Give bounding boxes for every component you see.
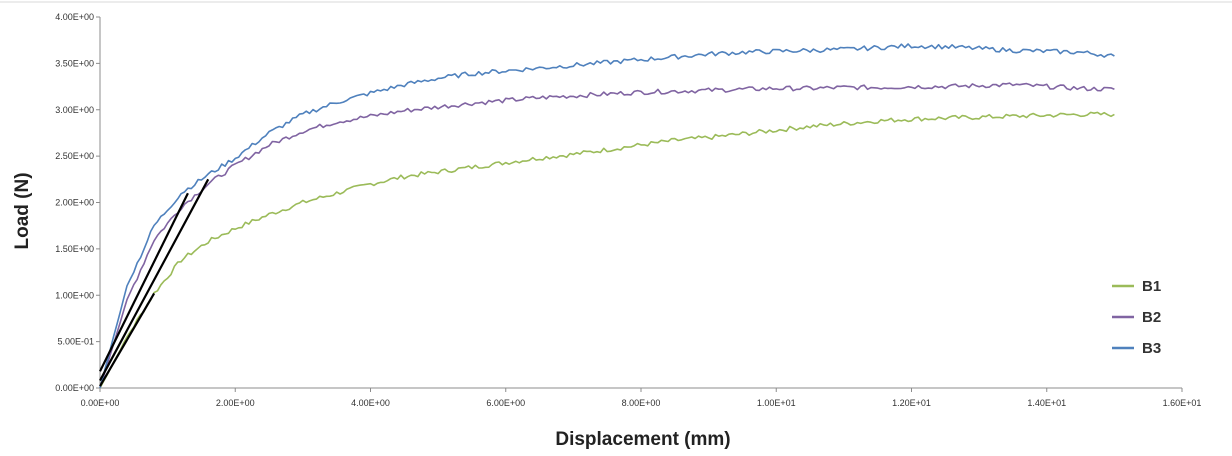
x-tick-label: 0.00E+00 [81,398,120,408]
legend-label-b2: B2 [1142,309,1161,326]
y-axis: 0.00E+00 5.00E-01 1.00E+00 1.50E+00 2.00E+00… [55,12,101,393]
series-layer [99,43,1115,389]
y-axis-title: Load (N) [12,172,33,249]
series-line-b1 [99,111,1115,389]
y-tick-label: 2.00E+00 [55,198,94,208]
y-tick-label: 1.00E+00 [55,290,94,300]
legend: B1 B2 B3 [1112,278,1161,357]
y-tick-label: 5.00E-01 [57,337,94,347]
x-tick-label: 6.00E+00 [486,398,525,408]
x-tick-label: 8.00E+00 [622,398,661,408]
y-tick-label: 3.00E+00 [55,105,94,115]
tangent-line-1 [99,292,156,387]
x-tick-label: 1.00E+01 [757,398,796,408]
series-line-b2 [99,82,1115,388]
y-tick-label: 3.50E+00 [55,58,94,68]
series-line-b3 [99,43,1115,389]
x-tick-label: 4.00E+00 [351,398,390,408]
x-tick-label: 1.40E+01 [1027,398,1066,408]
tangent-lines [99,178,210,387]
legend-label-b1: B1 [1142,278,1161,295]
x-axis: 0.00E+00 2.00E+00 4.00E+00 6.00E+00 8.00E+00… [81,387,1202,408]
x-tick-label: 1.20E+01 [892,398,931,408]
legend-label-b3: B3 [1142,340,1161,357]
y-tick-label: 1.50E+00 [55,244,94,254]
x-axis-title: Displacement (mm) [555,429,730,450]
x-tick-label: 2.00E+00 [216,398,255,408]
tangent-line-2 [99,192,189,372]
x-tick-label: 1.60E+01 [1163,398,1202,408]
y-tick-label: 0.00E+00 [55,383,94,393]
tangent-line-3 [99,178,210,382]
y-tick-label: 4.00E+00 [55,12,94,22]
y-tick-label: 2.50E+00 [55,151,94,161]
